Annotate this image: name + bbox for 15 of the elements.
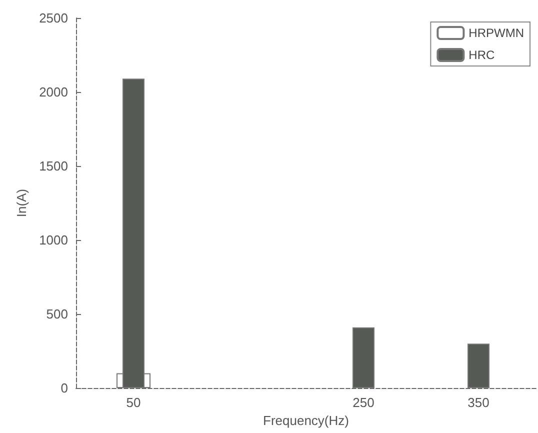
y-tick-label: 500	[46, 306, 68, 322]
y-tick-label: 1000	[39, 232, 68, 248]
y-tick-label: 1500	[39, 158, 68, 174]
y-tick-label: 2000	[39, 84, 68, 100]
y-axis-title: In(A)	[14, 188, 29, 218]
bar	[352, 327, 374, 388]
legend-label: HRC	[468, 48, 496, 62]
y-tick-label: 0	[60, 380, 68, 396]
x-axis-title: Frequency(Hz)	[263, 413, 349, 428]
x-tick-label: 350	[468, 395, 490, 410]
bar	[468, 344, 490, 388]
y-tick-label: 2500	[39, 10, 68, 26]
x-tick-label: 250	[352, 395, 374, 410]
legend-label: HRPWMN	[468, 26, 524, 40]
x-tick-label: 50	[126, 395, 141, 410]
